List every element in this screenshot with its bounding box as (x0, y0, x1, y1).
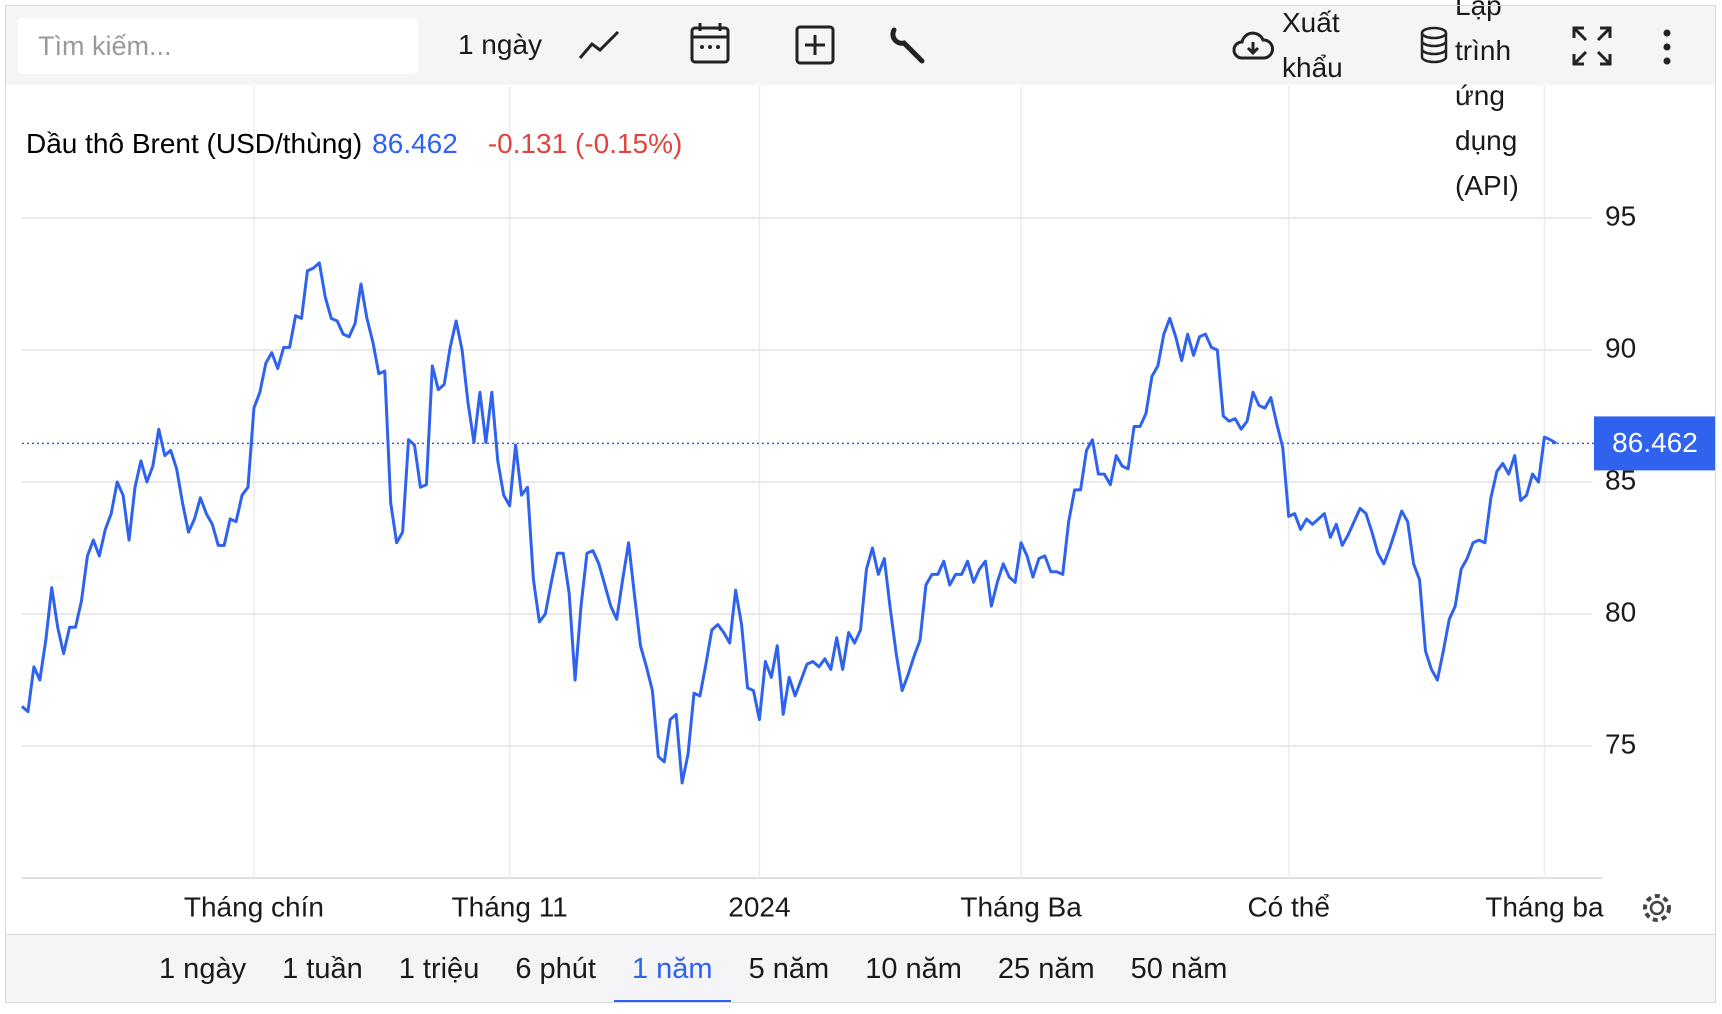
range-button[interactable]: 5 năm (748, 953, 830, 985)
x-tick-label: 2024 (728, 891, 790, 922)
range-button[interactable]: 1 triệu (398, 953, 480, 985)
price-change: -0.131 (-0.15%) (487, 128, 683, 159)
settings-wrench-icon[interactable] (888, 26, 928, 68)
instrument-header: Dầu thô Brent (USD/thùng) 86.462 -0.131 (-… (26, 128, 692, 160)
range-button[interactable]: 10 năm (865, 953, 962, 985)
last-price: 86.462 (372, 128, 458, 159)
add-icon[interactable] (795, 25, 835, 65)
range-button[interactable]: 1 tuần (282, 953, 363, 985)
range-button[interactable]: 6 phút (515, 953, 596, 985)
y-tick-label: 95 (1605, 200, 1636, 231)
api-button[interactable]: Lập trình ứng dụng (API) (1455, 0, 1519, 201)
x-tick-label: Có thể (1247, 891, 1330, 922)
x-tick-label: Tháng Ba (960, 891, 1082, 922)
range-button[interactable]: 50 năm (1130, 953, 1228, 985)
line-type-icon[interactable] (578, 28, 622, 62)
chart-settings-icon[interactable] (1640, 891, 1674, 925)
instrument-name: Dầu thô Brent (USD/thùng) (26, 128, 363, 159)
calendar-icon[interactable] (690, 22, 730, 66)
interval-button[interactable]: 1 ngày (457, 29, 543, 60)
fullscreen-icon[interactable] (1572, 26, 1612, 66)
x-tick-label: Tháng ba (1485, 891, 1604, 922)
search-box[interactable]: Tìm kiếm... (18, 18, 418, 74)
range-button[interactable]: 1 năm (613, 935, 731, 1003)
range-button[interactable]: 25 năm (997, 953, 1095, 985)
api-icon[interactable] (1418, 26, 1450, 64)
y-tick-label: 75 (1605, 728, 1636, 759)
x-tick-label: Tháng 11 (452, 891, 568, 922)
export-button[interactable]: Xuất khẩu (1282, 7, 1343, 83)
range-bar: 1 ngày 1 tuần 1 triệu 6 phút 1 năm 5 năm 10 nă… (6, 934, 1716, 1003)
y-tick-label: 90 (1605, 332, 1636, 363)
range-list: 1 ngày 1 tuần 1 triệu 6 phút 1 năm 5 năm 10 nă… (141, 935, 1245, 1003)
export-icon[interactable] (1232, 30, 1274, 62)
last-price-tag (1594, 416, 1716, 471)
y-tick-label: 80 (1605, 596, 1636, 627)
more-icon[interactable] (1660, 28, 1674, 66)
x-tick-label: Tháng chín (184, 891, 324, 922)
range-button[interactable]: 1 ngày (159, 953, 247, 985)
last-price-label: 86.462 (1612, 427, 1698, 458)
price-line (21, 261, 1558, 785)
